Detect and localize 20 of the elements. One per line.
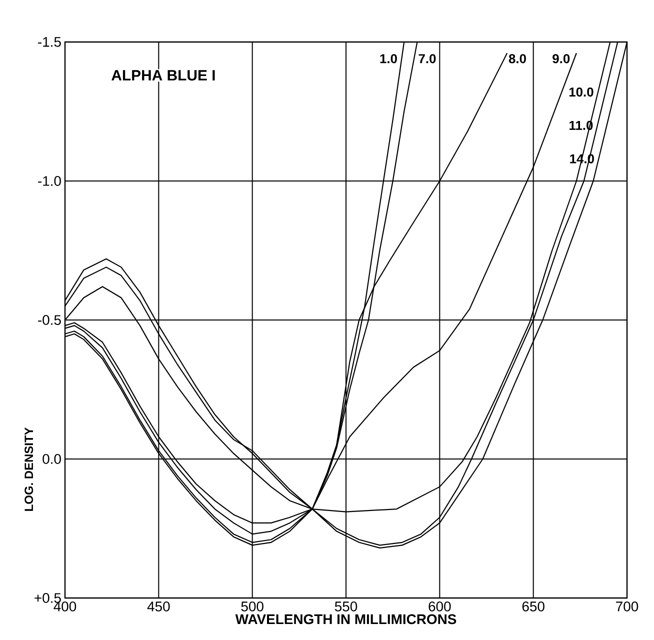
series-label: 8.0	[508, 54, 526, 64]
series-label: 9.0	[552, 54, 570, 64]
x-axis-title: WAVELENGTH IN MILLIMICRONS	[235, 614, 456, 624]
y-tick-label: -0.5	[38, 315, 61, 325]
x-tick-label: 550	[334, 602, 358, 612]
y-axis-title: LOG. DENSITY	[24, 427, 34, 511]
y-tick-label: 0.0	[42, 454, 61, 464]
y-tick-label: -1.5	[38, 37, 61, 47]
series-label: 1.0	[380, 54, 397, 64]
y-tick-label: +0.5	[34, 593, 61, 603]
series-label: 10.0	[569, 87, 594, 97]
annotation: ALPHA BLUE I	[112, 70, 215, 81]
x-tick-label: 600	[428, 602, 451, 612]
x-tick-label: 500	[241, 602, 264, 612]
x-tick-label: 450	[147, 602, 170, 612]
series-label: 7.0	[418, 54, 436, 64]
x-tick-label: 400	[54, 602, 76, 612]
x-tick-label: 700	[616, 602, 638, 612]
y-tick-label: -1.0	[38, 176, 61, 186]
x-tick-label: 650	[522, 602, 544, 612]
